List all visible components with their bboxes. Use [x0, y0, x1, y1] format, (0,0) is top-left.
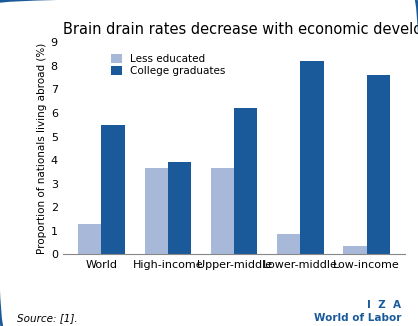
Y-axis label: Proportion of nationals living abroad (%): Proportion of nationals living abroad (%…: [36, 43, 46, 254]
Text: I  Z  A: I Z A: [367, 300, 401, 310]
Bar: [102, 125, 125, 254]
Bar: [344, 246, 367, 254]
Bar: [145, 168, 168, 254]
Bar: [78, 224, 102, 254]
Bar: [234, 108, 257, 254]
Text: Brain drain rates decrease with economic development: Brain drain rates decrease with economic…: [63, 22, 418, 37]
Legend: Less educated, College graduates: Less educated, College graduates: [109, 52, 227, 78]
Text: Source: [1].: Source: [1].: [17, 313, 77, 323]
Bar: [277, 234, 301, 254]
Text: World of Labor: World of Labor: [314, 313, 401, 323]
Bar: [301, 61, 324, 254]
Bar: [367, 75, 390, 254]
Bar: [211, 168, 234, 254]
Bar: [168, 162, 191, 254]
